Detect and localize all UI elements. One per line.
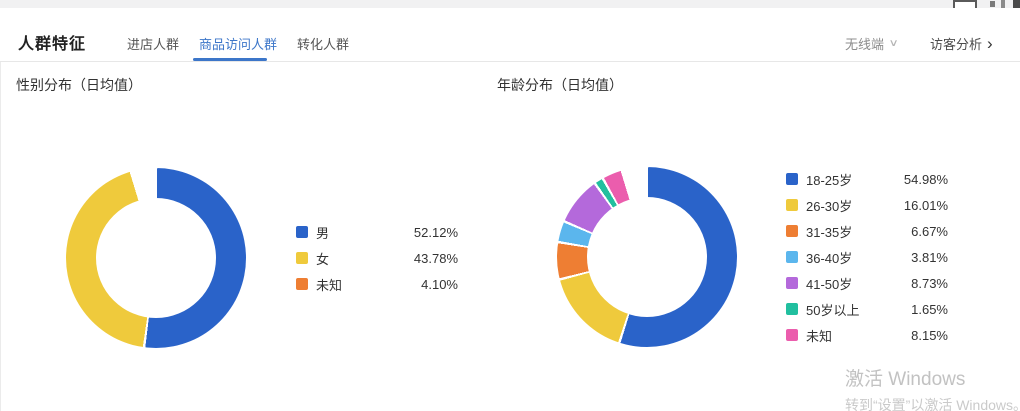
legend-swatch-icon [786,173,798,185]
legend-label: 男 [316,225,330,241]
tab-product-visit-crowd[interactable]: 商品访问人群 [199,37,278,52]
chevron-down-icon: ∨ [888,38,899,49]
legend-item[interactable]: 女 43.78% [296,245,458,271]
legend-item[interactable]: 男 52.12% [296,219,458,245]
legend-value: 8.15% [911,327,948,343]
legend-item[interactable]: 31-35岁 6.67% [786,218,948,244]
channel-selector-label: 无线端 [845,37,885,52]
legend-label: 50岁以上 [806,302,860,318]
legend-swatch-icon [786,329,798,341]
legend-value: 54.98% [903,171,948,187]
page-title: 人群特征 [18,36,87,53]
gender-donut-chart[interactable] [64,166,248,350]
legend-value: 8.73% [911,275,948,291]
age-chart-title: 年龄分布（日均值） [497,77,623,93]
legend-item[interactable]: 26-30岁 16.01% [786,192,948,218]
watermark-line2: 转到“设置”以激活 Windows。 [845,397,1020,411]
browser-artifact-icon [990,1,995,7]
legend-value: 6.67% [911,223,948,239]
legend-label: 18-25岁 [806,172,853,188]
tab-conversion-crowd[interactable]: 转化人群 [297,37,350,52]
age-legend: 18-25岁 54.98% 26-30岁 16.01% 31-35岁 6.67% 36-40… [786,166,948,348]
active-tab-underline [193,58,267,61]
windows-activation-watermark: 激活 Windows 转到“设置”以激活 Windows。 [845,364,1020,411]
chevron-right-icon: › [987,34,993,53]
legend-label: 41-50岁 [806,276,853,292]
browser-artifact-icon [1013,0,1020,9]
gender-legend: 男 52.12% 女 43.78% 未知 4.10% [296,219,458,297]
legend-item[interactable]: 未知 4.10% [296,271,458,297]
tabs: 进店人群 商品访问人群 转化人群 [127,34,369,53]
legend-swatch-icon [296,252,308,264]
legend-item[interactable]: 18-25岁 54.98% [786,166,948,192]
legend-value: 16.01% [903,197,948,213]
legend-swatch-icon [786,199,798,211]
legend-label: 26-30岁 [806,198,853,214]
legend-label: 31-35岁 [806,224,853,240]
legend-item[interactable]: 41-50岁 8.73% [786,270,948,296]
visitor-analysis-label: 访客分析 [930,37,983,52]
watermark-line1: 激活 Windows [845,369,966,390]
browser-top-strip [0,0,1020,11]
legend-item[interactable]: 50岁以上 1.65% [786,296,948,322]
donut-glare-overlay [555,165,739,349]
gender-chart-title: 性别分布（日均值） [16,77,142,93]
legend-value: 4.10% [421,276,458,292]
visitor-analysis-link[interactable]: 访客分析 › [930,34,993,53]
age-donut-chart[interactable] [555,165,739,349]
legend-swatch-icon [296,278,308,290]
legend-label: 未知 [316,277,343,293]
channel-selector[interactable]: 无线端 ∨ [845,34,899,53]
legend-label: 未知 [806,328,833,344]
header: 人群特征 进店人群 商品访问人群 转化人群 无线端 ∨ 访客分析 › [0,8,1020,62]
legend-value: 52.12% [413,224,458,240]
legend-item[interactable]: 未知 8.15% [786,322,948,348]
legend-swatch-icon [786,251,798,263]
legend-item[interactable]: 36-40岁 3.81% [786,244,948,270]
legend-label: 女 [316,251,330,267]
legend-value: 43.78% [413,250,458,266]
tab-enter-store-crowd[interactable]: 进店人群 [127,37,180,52]
legend-swatch-icon [786,225,798,237]
legend-swatch-icon [786,277,798,289]
legend-swatch-icon [786,303,798,315]
donut-glare-overlay [64,166,248,350]
legend-swatch-icon [296,226,308,238]
legend-value: 3.81% [911,249,948,265]
legend-label: 36-40岁 [806,250,853,266]
legend-value: 1.65% [911,301,948,317]
browser-artifact-icon [1001,0,1005,8]
